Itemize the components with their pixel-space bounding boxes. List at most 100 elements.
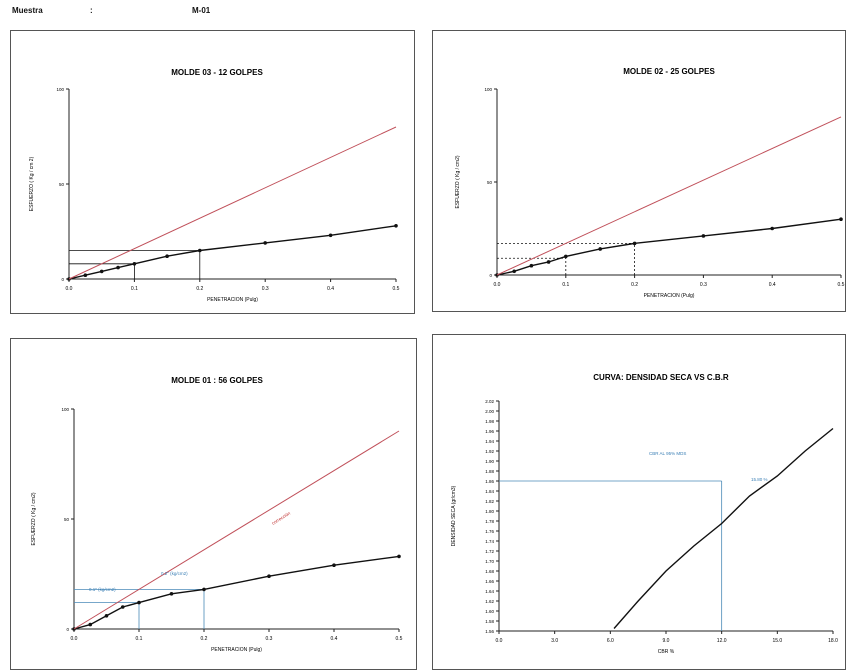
y-tick-label: 1.84: [485, 489, 494, 494]
data-point: [99, 269, 104, 274]
y-tick-label: 100: [484, 87, 492, 92]
chart-panel-density-vs-cbr: CURVA: DENSIDAD SECA VS C.B.R 0.0 3.0 6.0 9.…: [432, 334, 846, 670]
y-tick-label: 1.64: [485, 589, 494, 594]
data-point: [267, 574, 271, 578]
x-tick-label: 0.5: [396, 636, 403, 642]
data-point: [701, 234, 706, 238]
y-tick-label: 2.00: [485, 409, 494, 414]
y-tick-label: 50: [64, 517, 70, 522]
data-point: [198, 248, 202, 253]
chart-molde-01: MOLDE 01 : 56 GOLPES 0.0 0.1 0.2 0.3 0.4 0.5 0 5…: [31, 376, 403, 653]
y-tick-label: 100: [61, 407, 69, 412]
x-tick-label: 0.0: [494, 282, 501, 288]
data-point: [839, 217, 843, 221]
data-point: [770, 226, 774, 231]
chart-title: CURVA: DENSIDAD SECA VS C.B.R: [593, 373, 729, 382]
test-curve: [73, 555, 400, 630]
data-point: [169, 592, 174, 596]
data-point: [263, 241, 267, 245]
y-tick-label: 1.66: [485, 579, 494, 584]
x-tick-label: 18.0: [828, 638, 838, 644]
x-tick-label: 12.0: [717, 638, 727, 644]
y-tick-label: 50: [59, 182, 65, 187]
data-point: [165, 254, 169, 258]
sample-label: Muestra: [12, 6, 43, 15]
x-tick-label: 0.4: [327, 286, 334, 292]
y-axis-label: DENSIDAD SECA (gr/cm3): [451, 485, 457, 546]
data-point: [632, 241, 637, 246]
y-tick-label: 1.92: [485, 449, 494, 454]
y-tick-label: 1.86: [485, 479, 494, 484]
data-point: [598, 247, 602, 251]
data-point: [512, 269, 516, 274]
test-curve: [68, 225, 397, 280]
x-axis-label: PENETRACION (Pulg): [211, 647, 262, 653]
y-tick-label: 1.88: [485, 469, 494, 474]
x-axis-label: PENETRACION (Pulg): [644, 293, 695, 299]
annotation-0-1-in: 0.1" (kg/cm2): [89, 587, 116, 592]
y-axis-label: ESFUERZO ( Kg / cm2): [31, 492, 37, 545]
data-point: [529, 263, 534, 268]
x-tick-label: 0.1: [131, 286, 138, 292]
sample-value: M-01: [192, 6, 211, 15]
data-point: [88, 622, 93, 627]
y-tick-label: 1.98: [485, 419, 494, 424]
data-point: [397, 554, 401, 559]
x-tick-label: 0.5: [393, 286, 400, 292]
y-tick-label: 1.76: [485, 529, 494, 534]
data-point: [120, 605, 125, 609]
x-tick-label: 6.0: [607, 638, 614, 644]
chart-panel-molde-02: MOLDE 02 - 25 GOLPES 0.0 0.1 0.2 0.3 0.4 0.5 0 5…: [432, 30, 846, 312]
y-tick-label: 2.02: [485, 399, 494, 404]
y-tick-label: 1.68: [485, 569, 494, 574]
chart-density-vs-cbr: CURVA: DENSIDAD SECA VS C.B.R 0.0 3.0 6.0 9.…: [451, 373, 838, 655]
x-tick-label: 0.0: [496, 638, 503, 644]
chart-molde-03: MOLDE 03 - 12 GOLPES 0.0 0.1 0.2 0.3 0.4 0.5 0 5…: [29, 68, 400, 303]
chart-panel-molde-03: MOLDE 03 - 12 GOLPES 0.0 0.1 0.2 0.3 0.4 0.5 0 5…: [10, 30, 415, 314]
x-tick-label: 0.2: [201, 636, 208, 642]
y-tick-label: 1.90: [485, 459, 494, 464]
x-tick-label: 0.0: [71, 636, 78, 642]
y-axis-label: ESFUERZO ( Kg / cm2): [455, 155, 461, 208]
y-tick-label: 1.74: [485, 539, 494, 544]
data-point: [137, 600, 141, 605]
y-tick-label: 1.70: [485, 559, 494, 564]
x-tick-label: 0.0: [66, 286, 73, 292]
correction-line: [68, 126, 397, 280]
data-point: [394, 224, 398, 228]
data-point: [332, 563, 336, 567]
data-point: [83, 273, 88, 277]
x-tick-label: 3.0: [551, 638, 558, 644]
x-tick-label: 0.2: [196, 286, 203, 292]
y-tick-label: 1.78: [485, 519, 494, 524]
x-tick-label: 0.3: [700, 282, 707, 288]
x-tick-label: 0.3: [266, 636, 273, 642]
correction-line: [496, 116, 842, 276]
cbr-value-annotation: 15.80 %: [751, 477, 768, 482]
x-tick-label: 0.4: [769, 282, 776, 288]
x-tick-label: 0.4: [331, 636, 338, 642]
data-point: [328, 233, 333, 238]
data-point: [132, 262, 137, 266]
y-tick-label: 1.56: [485, 629, 494, 634]
correction-line: [73, 430, 400, 630]
chart-title: MOLDE 01 : 56 GOLPES: [171, 376, 263, 385]
y-tick-label: 1.94: [485, 439, 494, 444]
y-tick-label: 50: [487, 180, 493, 185]
chart-molde-02: MOLDE 02 - 25 GOLPES 0.0 0.1 0.2 0.3 0.4 0.5 0 5…: [455, 67, 845, 299]
y-tick-label: 1.96: [485, 429, 494, 434]
x-tick-label: 0.2: [631, 282, 638, 288]
test-curve: [496, 218, 842, 276]
y-tick-label: 100: [56, 87, 64, 92]
y-tick-label: 1.60: [485, 609, 494, 614]
cbr-95-mds-annotation: CBR AL 95% MDS: [649, 451, 686, 456]
x-tick-label: 0.1: [562, 282, 569, 288]
x-axis-label: PENETRACION (Pulg): [207, 297, 258, 303]
data-point: [546, 260, 551, 264]
y-tick-label: 1.62: [485, 599, 494, 604]
chart-panel-molde-01: MOLDE 01 : 56 GOLPES 0.0 0.1 0.2 0.3 0.4 0.5 0 5…: [10, 338, 417, 670]
x-tick-label: 0.3: [262, 286, 269, 292]
y-tick-label: 1.82: [485, 499, 494, 504]
data-point: [104, 614, 109, 618]
x-tick-label: 0.5: [838, 282, 845, 288]
